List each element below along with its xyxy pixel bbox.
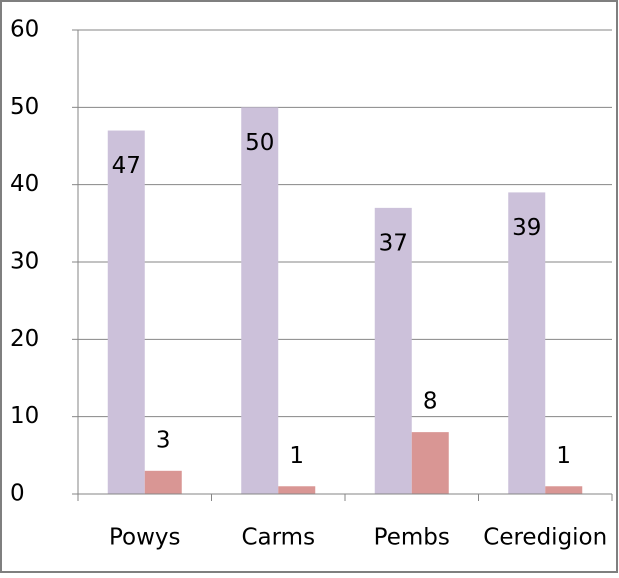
y-tick-label: 0 [10, 481, 25, 507]
bar [508, 192, 546, 494]
y-tick-label: 20 [10, 326, 39, 352]
y-tick-label: 30 [10, 249, 39, 275]
data-label: 39 [512, 215, 541, 241]
y-tick-label: 50 [10, 94, 39, 120]
data-label: 3 [156, 427, 171, 453]
data-label: 37 [379, 230, 408, 256]
bar [278, 486, 316, 494]
data-label: 8 [423, 389, 438, 415]
x-tick-label: Ceredigion [483, 525, 607, 551]
data-label: 1 [289, 443, 304, 469]
x-tick-label: Carms [241, 525, 315, 551]
data-label: 1 [556, 443, 571, 469]
data-label: 47 [112, 153, 141, 179]
bar [144, 470, 182, 494]
x-tick-label: Pembs [374, 525, 450, 551]
data-label: 50 [245, 130, 274, 156]
y-tick-label: 60 [10, 17, 39, 43]
bar [411, 432, 449, 494]
bar [241, 107, 279, 494]
bar [107, 130, 145, 495]
y-tick-label: 40 [10, 171, 39, 197]
bar [545, 486, 583, 494]
x-tick-label: Powys [109, 525, 181, 551]
bar [374, 207, 412, 494]
y-tick-label: 10 [10, 403, 39, 429]
